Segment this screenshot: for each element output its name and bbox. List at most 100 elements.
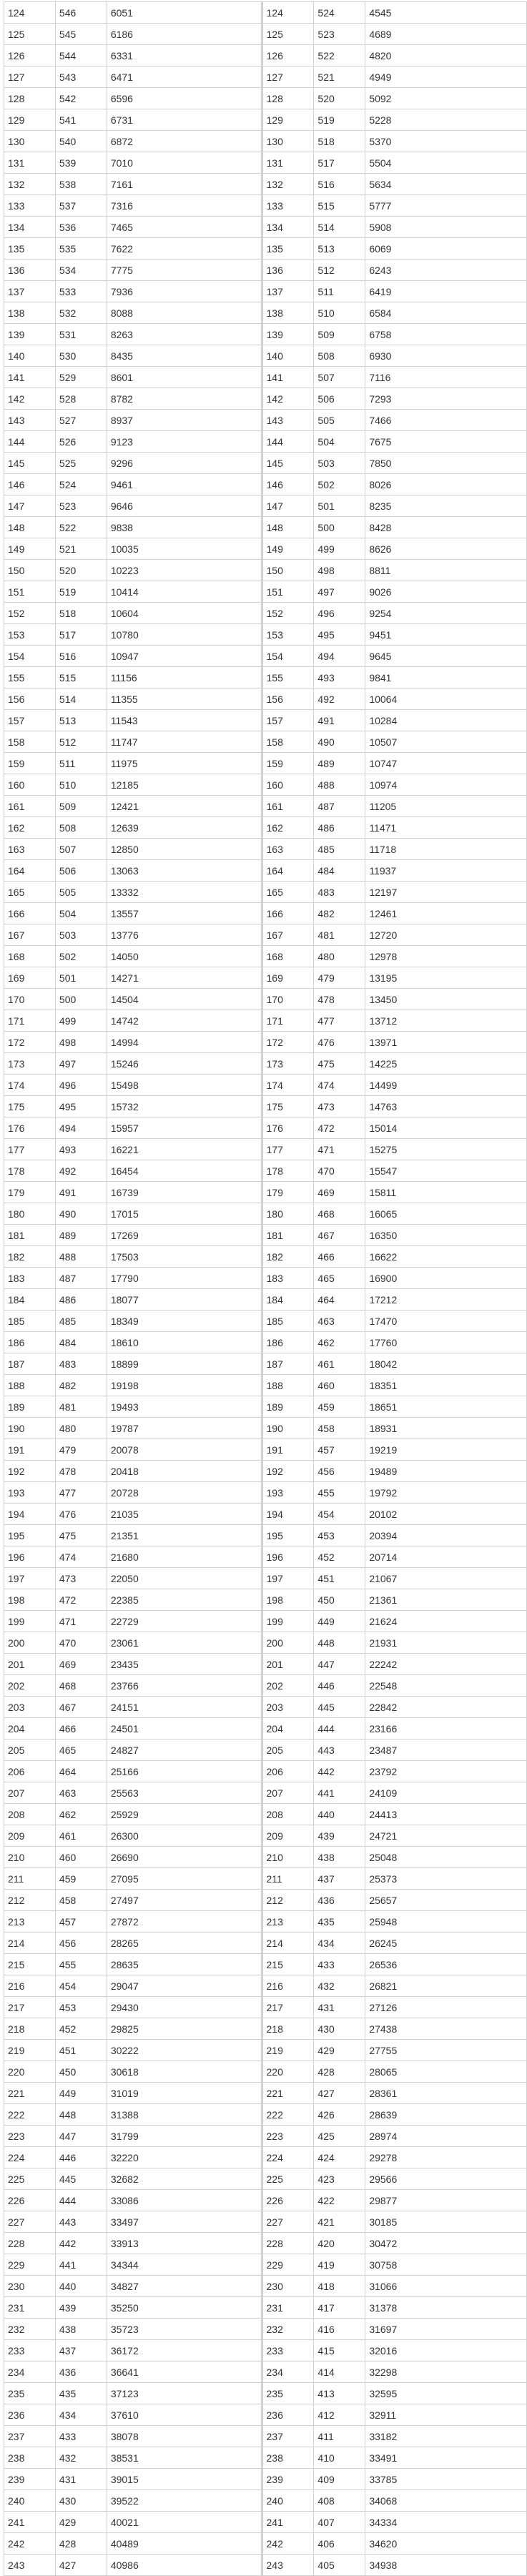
cumulative-count-cell: 31697 bbox=[365, 2319, 527, 2340]
rank-cell: 200 bbox=[4, 1632, 56, 1654]
cumulative-count-cell: 9645 bbox=[365, 646, 527, 667]
rank-cell: 209 bbox=[4, 1825, 56, 1847]
rank-cell: 224 bbox=[4, 2147, 56, 2168]
score-cell: 500 bbox=[55, 989, 107, 1010]
cumulative-count-cell: 23435 bbox=[107, 1654, 261, 1675]
cumulative-count-cell: 34334 bbox=[365, 2512, 527, 2533]
rank-cell: 226 bbox=[262, 2190, 314, 2211]
score-cell: 532 bbox=[55, 302, 107, 324]
rank-cell: 241 bbox=[262, 2512, 314, 2533]
cumulative-count-cell: 25166 bbox=[107, 1761, 261, 1782]
cumulative-count-cell: 15275 bbox=[365, 1139, 527, 1160]
rank-cell: 140 bbox=[4, 345, 56, 367]
cumulative-count-cell: 27438 bbox=[365, 2018, 527, 2040]
cumulative-count-cell: 7622 bbox=[107, 238, 261, 260]
cumulative-count-cell: 9841 bbox=[365, 667, 527, 689]
cumulative-count-cell: 30472 bbox=[365, 2233, 527, 2254]
score-cell: 450 bbox=[314, 1589, 365, 1611]
cumulative-count-cell: 7850 bbox=[365, 453, 527, 474]
score-cell: 511 bbox=[55, 753, 107, 774]
rank-cell: 199 bbox=[4, 1611, 56, 1632]
rank-cell: 227 bbox=[262, 2211, 314, 2233]
score-cell: 449 bbox=[55, 2083, 107, 2104]
rank-cell: 188 bbox=[4, 1375, 56, 1396]
score-cell: 447 bbox=[314, 1654, 365, 1675]
rank-cell: 221 bbox=[4, 2083, 56, 2104]
cumulative-count-cell: 7161 bbox=[107, 174, 261, 195]
rank-cell: 205 bbox=[262, 1739, 314, 1761]
cumulative-count-cell: 8088 bbox=[107, 302, 261, 324]
rank-cell: 232 bbox=[262, 2319, 314, 2340]
rank-cell: 187 bbox=[4, 1353, 56, 1375]
cumulative-count-cell: 7466 bbox=[365, 410, 527, 431]
cumulative-count-cell: 34938 bbox=[365, 2555, 527, 2576]
cumulative-count-cell: 7675 bbox=[365, 431, 527, 453]
rank-cell: 189 bbox=[262, 1396, 314, 1418]
cumulative-count-cell: 16065 bbox=[365, 1203, 527, 1225]
rank-cell: 143 bbox=[262, 410, 314, 431]
cumulative-count-cell: 11543 bbox=[107, 710, 261, 731]
cumulative-count-cell: 14994 bbox=[107, 1032, 261, 1053]
score-cell: 464 bbox=[314, 1289, 365, 1311]
score-cell: 512 bbox=[314, 260, 365, 281]
rank-cell: 196 bbox=[262, 1546, 314, 1568]
cumulative-count-cell: 10604 bbox=[107, 603, 261, 624]
cumulative-count-cell: 16622 bbox=[365, 1246, 527, 1268]
rank-cell: 162 bbox=[262, 817, 314, 839]
cumulative-count-cell: 13557 bbox=[107, 903, 261, 924]
cumulative-count-cell: 4949 bbox=[365, 66, 527, 88]
rank-cell: 141 bbox=[4, 367, 56, 388]
rank-cell: 214 bbox=[262, 1933, 314, 1954]
score-cell: 441 bbox=[55, 2254, 107, 2276]
score-cell: 450 bbox=[55, 2061, 107, 2083]
score-cell: 425 bbox=[314, 2126, 365, 2147]
score-cell: 454 bbox=[314, 1504, 365, 1525]
score-cell: 539 bbox=[55, 152, 107, 174]
rank-cell: 162 bbox=[4, 817, 56, 839]
score-cell: 506 bbox=[314, 388, 365, 410]
score-cell: 445 bbox=[55, 2168, 107, 2190]
cumulative-count-cell: 20714 bbox=[365, 1546, 527, 1568]
rank-cell: 133 bbox=[4, 195, 56, 217]
score-cell: 409 bbox=[314, 2469, 365, 2490]
rank-cell: 181 bbox=[4, 1225, 56, 1246]
score-cell: 515 bbox=[314, 195, 365, 217]
cumulative-count-cell: 14225 bbox=[365, 1053, 527, 1075]
rank-cell: 235 bbox=[4, 2383, 56, 2404]
cumulative-count-cell: 22385 bbox=[107, 1589, 261, 1611]
rank-cell: 228 bbox=[262, 2233, 314, 2254]
cumulative-count-cell: 28265 bbox=[107, 1933, 261, 1954]
score-cell: 545 bbox=[55, 24, 107, 45]
cumulative-count-cell: 38078 bbox=[107, 2426, 261, 2447]
rank-cell: 242 bbox=[262, 2533, 314, 2555]
